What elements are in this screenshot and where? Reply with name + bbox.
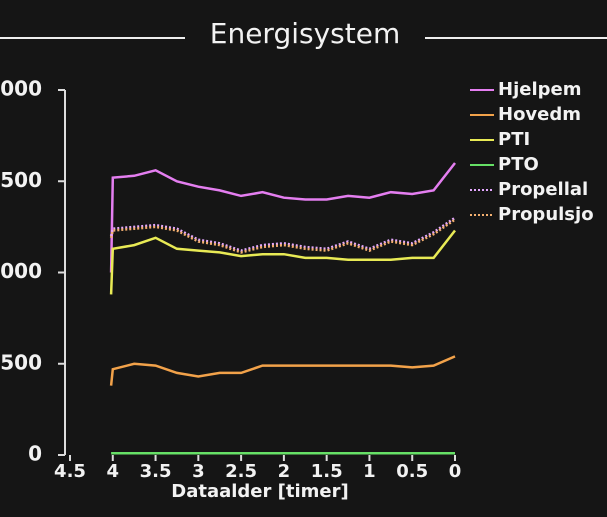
- x-tick-label: 1: [363, 461, 376, 482]
- chart-title: Energisystem: [210, 17, 400, 50]
- x-tick-label: 2.5: [225, 461, 257, 482]
- x-tick-label: 0.5: [396, 461, 428, 482]
- x-tick-label: 4.5: [54, 461, 86, 482]
- legend-label: Hjelpem: [498, 79, 581, 100]
- x-tick-label: 3.5: [140, 461, 172, 482]
- x-tick-label: 0: [449, 461, 462, 482]
- legend-label: Propulsjo: [498, 204, 594, 225]
- series-line: [109, 162, 456, 273]
- y-tick-label: 1000: [0, 259, 42, 283]
- series-line: [109, 355, 456, 386]
- x-axis-title: Dataalder [timer]: [171, 481, 348, 502]
- x-tick-label: 2: [278, 461, 291, 482]
- legend-label: PTO: [498, 154, 539, 175]
- legend-label: Propellal: [498, 179, 588, 200]
- x-tick-label: 3: [192, 461, 205, 482]
- y-tick-label: 1500: [0, 168, 42, 192]
- y-tick-label: 2000: [0, 77, 42, 101]
- series-line: [109, 216, 456, 252]
- x-tick-label: 1.5: [311, 461, 343, 482]
- legend-label: PTI: [498, 129, 530, 150]
- series-line: [109, 218, 456, 254]
- y-tick-label: 0: [28, 442, 42, 466]
- y-tick-label: 500: [0, 350, 42, 374]
- series-line: [109, 229, 456, 295]
- legend-label: Hovedm: [498, 104, 581, 125]
- x-tick-label: 4: [107, 461, 120, 482]
